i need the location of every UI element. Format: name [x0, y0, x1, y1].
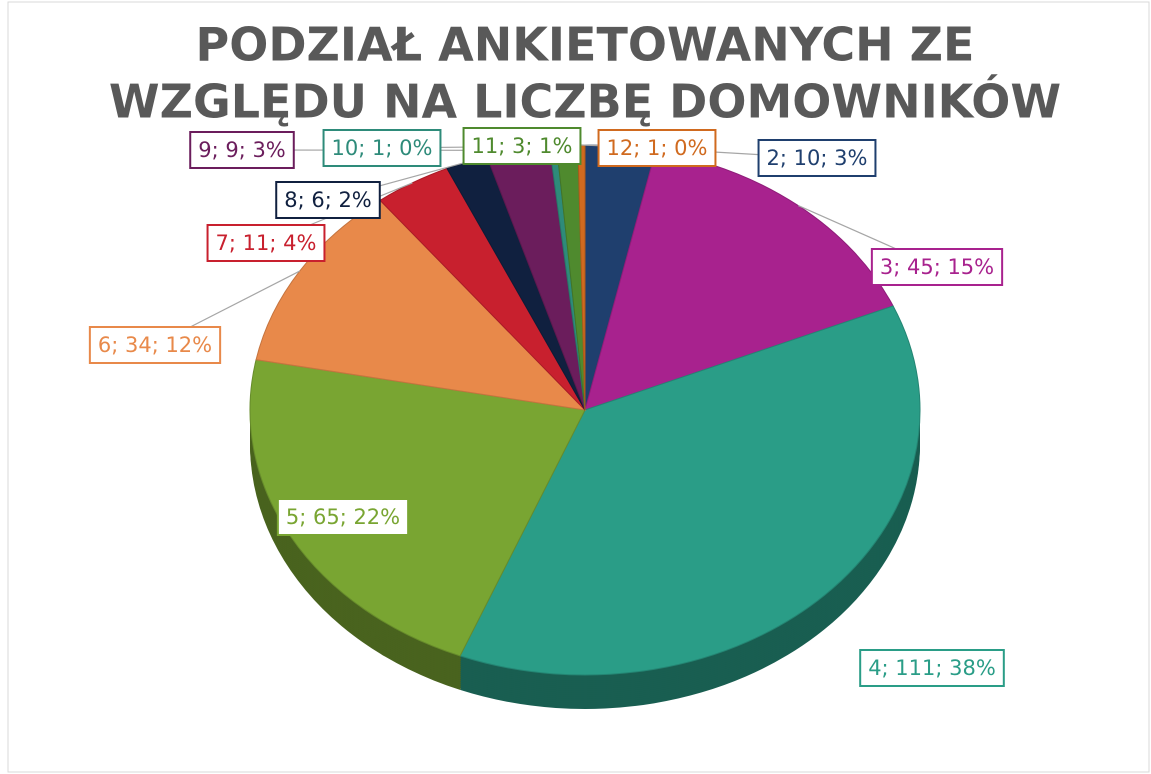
data-label-box	[189, 131, 295, 169]
data-label-box	[206, 224, 326, 262]
data-label-box	[597, 129, 717, 167]
data-label-box	[859, 649, 1005, 687]
data-label: 4; 111; 38%	[868, 656, 996, 680]
chart-title: WZGLĘDU NA LICZBĘ DOMOWNIKÓW	[109, 75, 1061, 129]
chart-title: PODZIAŁ ANKIETOWANYCH ZE	[196, 18, 975, 72]
data-label-box	[322, 129, 442, 167]
pie-slice	[249, 359, 586, 657]
data-label: 9; 9; 3%	[198, 138, 286, 162]
data-label: 12; 1; 0%	[607, 136, 708, 160]
data-label: 3; 45; 15%	[880, 255, 994, 279]
data-label-box	[275, 181, 381, 219]
data-label-box	[462, 127, 582, 165]
data-label: 7; 11; 4%	[216, 231, 317, 255]
data-label: 10; 1; 0%	[332, 136, 433, 160]
data-label: 2; 10; 3%	[767, 146, 868, 170]
data-label-box	[870, 248, 1004, 286]
data-label: 8; 6; 2%	[284, 188, 372, 212]
data-label-box	[757, 139, 877, 177]
data-label: 6; 34; 12%	[98, 333, 212, 357]
data-label-box	[88, 326, 222, 364]
pie-slice	[459, 305, 921, 676]
data-label: 11; 3; 1%	[472, 134, 573, 158]
data-label: 5; 65; 22%	[286, 505, 400, 529]
data-label-box	[276, 498, 410, 536]
